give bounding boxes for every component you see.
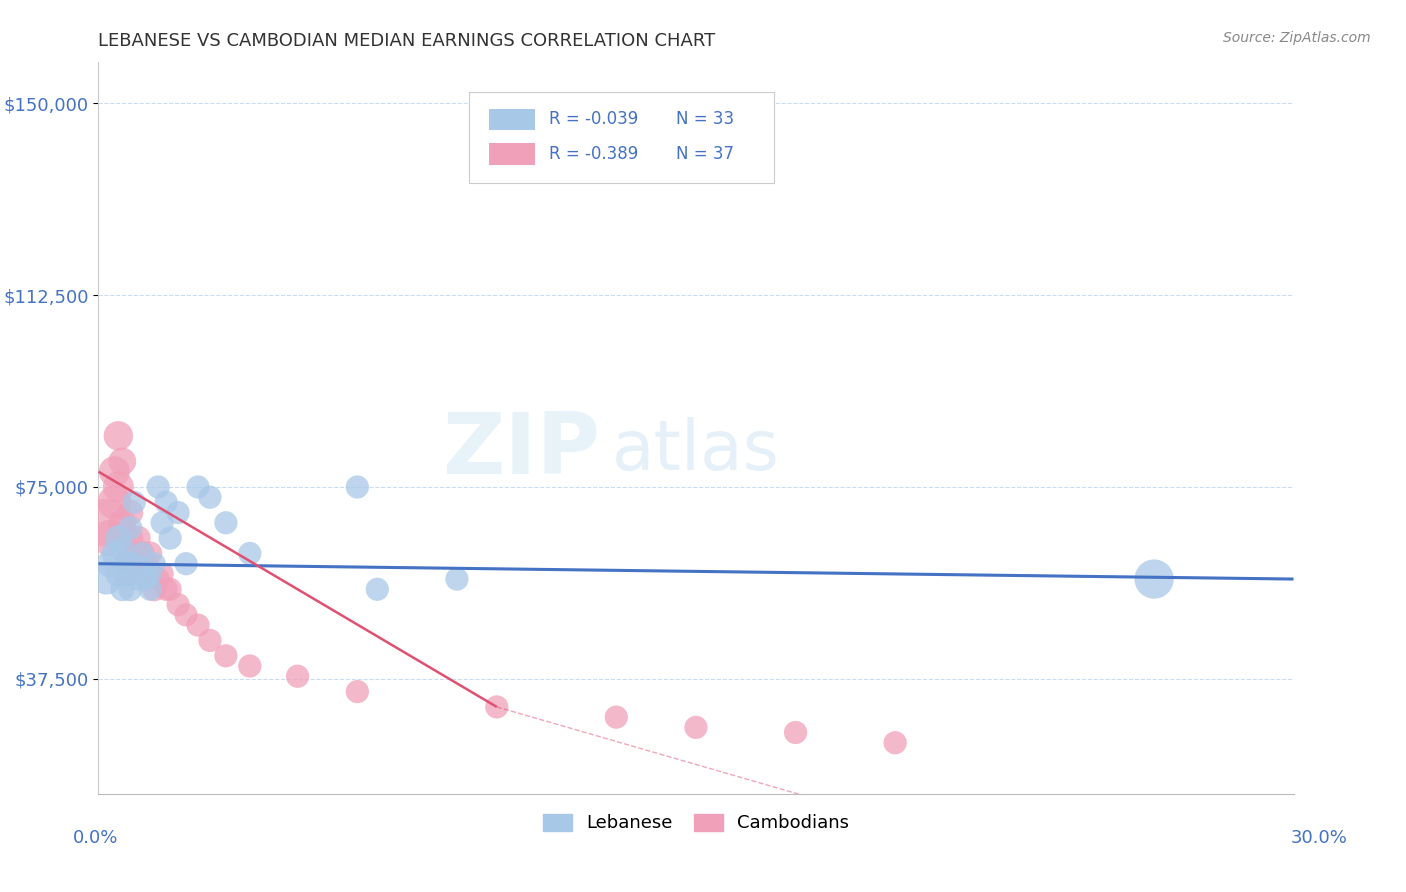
Point	[124, 557, 146, 571]
Point	[111, 541, 134, 556]
Point	[215, 648, 238, 663]
Point	[111, 516, 134, 530]
Point	[131, 566, 153, 581]
Point	[111, 454, 134, 468]
Point	[155, 495, 177, 509]
Point	[174, 557, 197, 571]
Point	[1143, 572, 1166, 586]
Text: N = 33: N = 33	[676, 111, 734, 128]
Point	[239, 546, 262, 560]
Point	[148, 572, 170, 586]
Point	[143, 557, 166, 571]
Point	[143, 582, 166, 597]
Point	[120, 531, 142, 545]
Point	[198, 490, 221, 504]
Point	[124, 557, 146, 571]
Point	[115, 566, 138, 581]
Point	[127, 572, 149, 586]
Point	[139, 566, 162, 581]
FancyBboxPatch shape	[489, 143, 534, 165]
Point	[111, 582, 134, 597]
Point	[107, 531, 129, 545]
Point	[150, 566, 173, 581]
Point	[120, 521, 142, 535]
Point	[103, 546, 125, 560]
Legend: Lebanese, Cambodians: Lebanese, Cambodians	[536, 806, 856, 839]
Point	[346, 480, 368, 494]
Point	[139, 582, 162, 597]
Point	[346, 684, 368, 698]
Point	[605, 710, 627, 724]
Point	[785, 725, 807, 739]
Point	[884, 736, 907, 750]
Text: ZIP: ZIP	[443, 409, 600, 491]
Point	[148, 480, 170, 494]
Point	[96, 516, 118, 530]
Point	[103, 495, 125, 509]
Text: R = -0.039: R = -0.039	[548, 111, 638, 128]
Text: 30.0%: 30.0%	[1291, 829, 1347, 847]
FancyBboxPatch shape	[489, 109, 534, 130]
Point	[96, 572, 118, 586]
Point	[115, 557, 138, 571]
Point	[366, 582, 388, 597]
Text: R = -0.389: R = -0.389	[548, 145, 638, 163]
Point	[167, 506, 190, 520]
FancyBboxPatch shape	[470, 92, 773, 183]
Point	[485, 700, 508, 714]
Point	[107, 429, 129, 443]
Point	[107, 480, 129, 494]
Text: atlas: atlas	[613, 417, 780, 483]
Point	[124, 495, 146, 509]
Point	[135, 557, 157, 571]
Text: Source: ZipAtlas.com: Source: ZipAtlas.com	[1223, 31, 1371, 45]
Point	[159, 582, 181, 597]
Point	[155, 582, 177, 597]
Point	[159, 531, 181, 545]
Point	[139, 546, 162, 560]
Point	[446, 572, 468, 586]
Point	[150, 516, 173, 530]
Point	[127, 531, 149, 545]
Point	[131, 546, 153, 560]
Point	[239, 659, 262, 673]
Point	[103, 465, 125, 479]
Point	[98, 531, 122, 545]
Point	[131, 546, 153, 560]
Point	[107, 566, 129, 581]
Text: LEBANESE VS CAMBODIAN MEDIAN EARNINGS CORRELATION CHART: LEBANESE VS CAMBODIAN MEDIAN EARNINGS CO…	[98, 32, 716, 50]
Point	[115, 566, 138, 581]
Point	[287, 669, 309, 683]
Point	[120, 582, 142, 597]
Point	[120, 506, 142, 520]
Point	[98, 557, 122, 571]
Point	[187, 480, 209, 494]
Text: N = 37: N = 37	[676, 145, 734, 163]
Point	[135, 572, 157, 586]
Point	[174, 607, 197, 622]
Point	[215, 516, 238, 530]
Point	[139, 566, 162, 581]
Point	[115, 546, 138, 560]
Point	[685, 720, 707, 734]
Point	[198, 633, 221, 648]
Text: 0.0%: 0.0%	[73, 829, 118, 847]
Point	[187, 618, 209, 632]
Point	[167, 598, 190, 612]
